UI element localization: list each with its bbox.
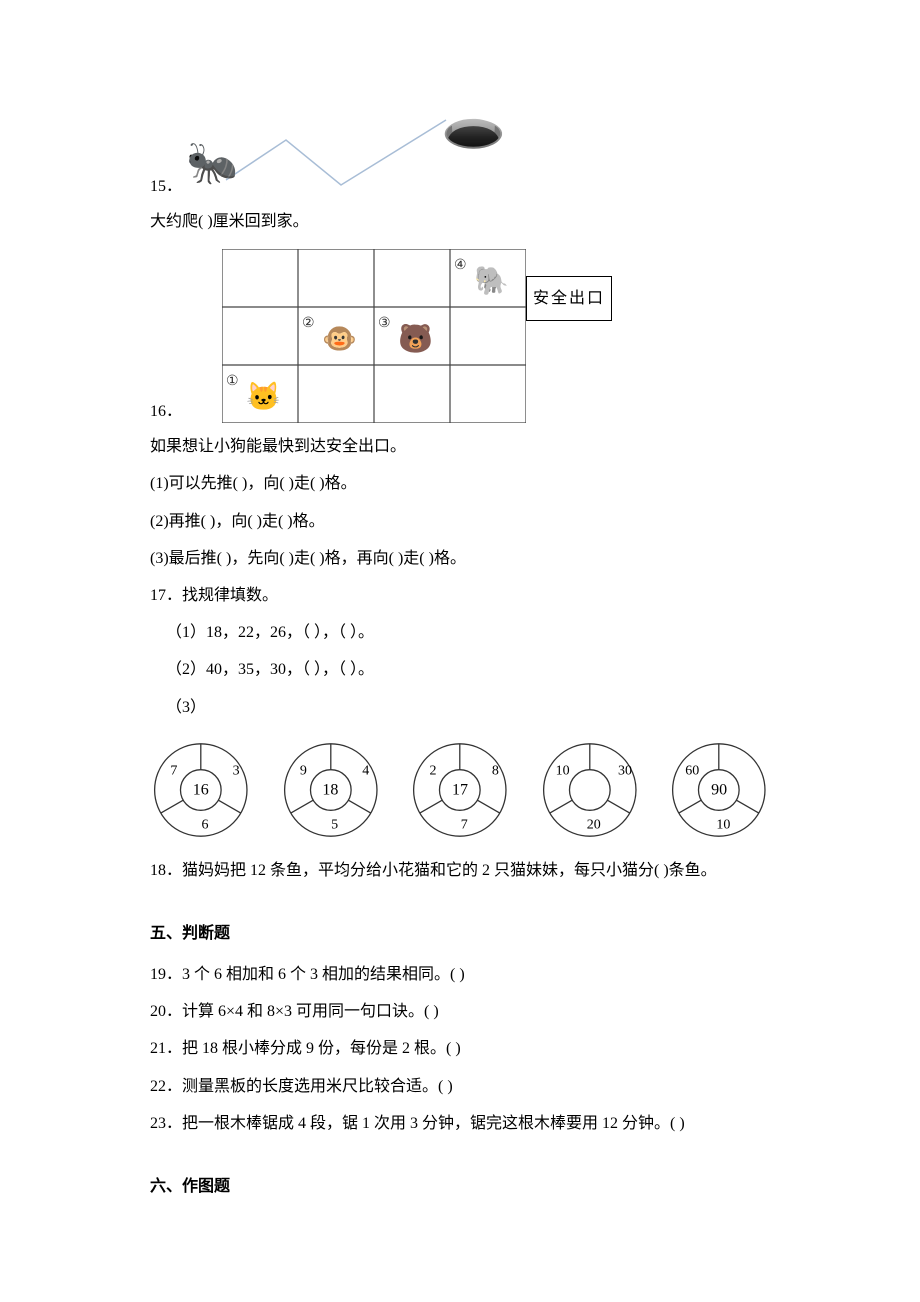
judgement-item: 20．计算 6×4 和 8×3 可用同一句口诀。( ) bbox=[150, 994, 770, 1029]
q18-text: 18．猫妈妈把 12 条鱼，平均分给小花猫和它的 2 只猫妹妹，每只小猫分( )… bbox=[150, 853, 770, 888]
wheel-outer-label: 2 bbox=[430, 756, 437, 787]
grid-animal-number: ③ bbox=[378, 309, 391, 340]
section-5-heading: 五、判断题 bbox=[150, 916, 770, 951]
q16-number: 16． bbox=[150, 394, 182, 429]
grid-figure: 🐱① 🐵② 🐻③ 🐘④ 安全出口 bbox=[222, 249, 636, 423]
wheel-outer-label: 7 bbox=[170, 756, 177, 787]
ant-figure: 🐜 🕳️ bbox=[186, 80, 486, 210]
q17-title: 17．找规律填数。 bbox=[150, 578, 770, 613]
wheel-outer-label: 20 bbox=[587, 810, 601, 841]
q15-number: 15． bbox=[150, 169, 182, 204]
wheel-outer-label: 7 bbox=[461, 810, 468, 841]
ant-icon: 🐜 bbox=[186, 118, 238, 210]
q16-part: (1)可以先推( )，向( )走( )格。 bbox=[150, 466, 770, 501]
wheel-outer-label: 10 bbox=[716, 810, 730, 841]
wheel: 17 2 87 bbox=[409, 735, 511, 845]
q15-figure-row: 15． 🐜 🕳️ bbox=[150, 80, 770, 204]
q16-prompt: 如果想让小狗能最快到达安全出口。 bbox=[150, 429, 770, 464]
grid-animal: 🐘 bbox=[474, 268, 509, 296]
exit-label: 安全出口 bbox=[526, 276, 612, 321]
wheels-row: 167361894517287103020906010 bbox=[150, 735, 770, 845]
grid-animal: 🐻 bbox=[398, 326, 433, 354]
wheel-center: 18 bbox=[322, 772, 338, 807]
q16-part: (2)再推( )，向( )走( )格。 bbox=[150, 504, 770, 539]
wheel-center: 90 bbox=[711, 772, 727, 807]
wheel: 90 60 10 bbox=[668, 735, 770, 845]
wheel-center: 17 bbox=[452, 772, 468, 807]
q17-seq-c-label: （3） bbox=[150, 690, 770, 725]
q17-seq-b: （2）40，35，30，（ ），（ ）。 bbox=[150, 652, 770, 687]
wheel-center: 16 bbox=[193, 772, 209, 807]
q15-caption-prefix: 大约爬( bbox=[150, 213, 203, 230]
wheel-outer-label: 60 bbox=[685, 756, 699, 787]
grid-animal: 🐱 bbox=[246, 384, 281, 412]
wheel-outer-label: 4 bbox=[362, 756, 369, 787]
section-5-items: 19．3 个 6 相加和 6 个 3 相加的结果相同。( )20．计算 6×4 … bbox=[150, 957, 770, 1141]
q16-parts: (1)可以先推( )，向( )走( )格。(2)再推( )，向( )走( )格。… bbox=[150, 466, 770, 576]
wheel-outer-label: 9 bbox=[300, 756, 307, 787]
section-6-heading: 六、作图题 bbox=[150, 1169, 770, 1204]
judgement-item: 22．测量黑板的长度选用米尺比较合适。( ) bbox=[150, 1069, 770, 1104]
wheel-outer-label: 5 bbox=[331, 810, 338, 841]
wheel-outer-label: 10 bbox=[556, 756, 570, 787]
wheel-outer-label: 3 bbox=[233, 756, 240, 787]
judgement-item: 19．3 个 6 相加和 6 个 3 相加的结果相同。( ) bbox=[150, 957, 770, 992]
q16-group: 16． 🐱① 🐵② 🐻③ 🐘④ 安全出口 bbox=[150, 241, 770, 429]
ant-polyline bbox=[226, 120, 446, 185]
wheel-outer-label: 6 bbox=[202, 810, 209, 841]
judgement-item: 21．把 18 根小棒分成 9 份，每份是 2 根。( ) bbox=[150, 1031, 770, 1066]
q17-seq-a: （1）18，22，26，（ ），（ ）。 bbox=[150, 615, 770, 650]
wheel-outer-label: 30 bbox=[618, 756, 632, 787]
q16-part: (3)最后推( )，先向( )走( )格，再向( )走( )格。 bbox=[150, 541, 770, 576]
grid-animal-number: ② bbox=[302, 309, 315, 340]
judgement-item: 23．把一根木棒锯成 4 段，锯 1 次用 3 分钟，锯完这根木棒要用 12 分… bbox=[150, 1106, 770, 1141]
q15-caption-suffix: )厘米回到家。 bbox=[207, 213, 308, 230]
grid-animal-number: ④ bbox=[454, 251, 467, 282]
nest-icon: 🕳️ bbox=[441, 70, 506, 184]
grid-animal-number: ① bbox=[226, 367, 239, 398]
wheel-outer-label: 8 bbox=[492, 756, 499, 787]
wheel: 18 9 45 bbox=[280, 735, 382, 845]
wheel: 16 7 36 bbox=[150, 735, 252, 845]
grid-animal: 🐵 bbox=[322, 326, 357, 354]
wheel: 10 30 20 bbox=[539, 735, 641, 845]
